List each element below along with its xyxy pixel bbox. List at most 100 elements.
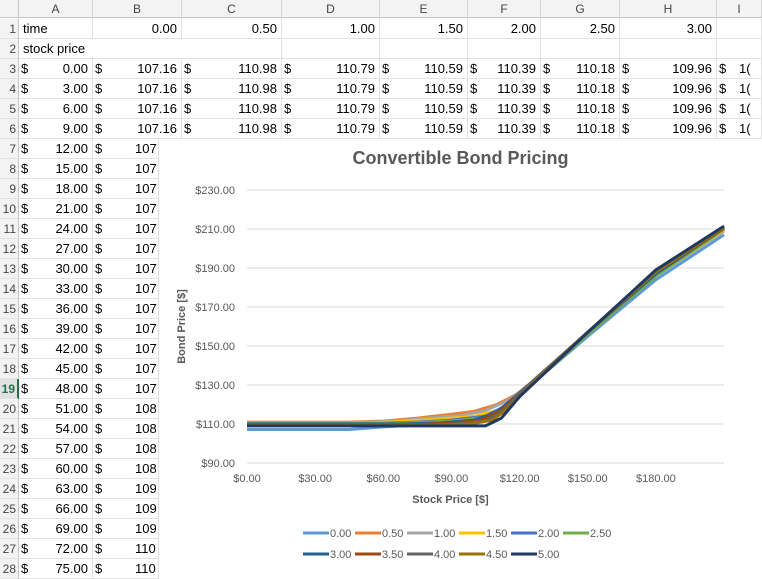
cell-bond-price[interactable]: $109.96 [620,59,717,79]
cell-stock-price[interactable]: $30.00 [19,259,93,279]
cell-empty[interactable] [380,39,468,59]
row-header-19[interactable]: 19 [0,379,19,399]
row-header-13[interactable]: 13 [0,259,19,279]
cell-bond-price[interactable]: $110.39 [468,99,541,119]
cell-bond-price-partial[interactable]: $1( [717,119,762,139]
cell-a2[interactable]: stock price [19,39,189,59]
cell-empty[interactable] [468,39,541,59]
cell-empty[interactable] [541,39,620,59]
cell-time-6[interactable]: 3.00 [620,19,717,39]
cell-bond-price[interactable]: $109 [93,499,159,519]
cell-bond-price[interactable]: $107 [93,179,159,199]
row-header-28[interactable]: 28 [0,559,19,579]
column-header-f[interactable]: F [468,0,541,18]
cell-stock-price[interactable]: $63.00 [19,479,93,499]
cell-bond-price[interactable]: $110.39 [468,59,541,79]
row-header-7[interactable]: 7 [0,139,19,159]
cell-bond-price[interactable]: $110.79 [282,59,380,79]
row-header-18[interactable]: 18 [0,359,19,379]
row-header-2[interactable]: 2 [0,39,19,59]
cell-stock-price[interactable]: $36.00 [19,299,93,319]
cell-bond-price[interactable]: $110.59 [380,59,468,79]
row-header-12[interactable]: 12 [0,239,19,259]
row-header-10[interactable]: 10 [0,199,19,219]
cell-bond-price[interactable]: $110.39 [468,79,541,99]
cell-stock-price[interactable]: $6.00 [19,99,93,119]
cell-bond-price[interactable]: $110.18 [541,59,620,79]
cell-stock-price[interactable]: $12.00 [19,139,93,159]
cell-stock-price[interactable]: $15.00 [19,159,93,179]
cell-empty[interactable] [282,39,380,59]
cell-bond-price-partial[interactable]: $1( [717,99,762,119]
cell-stock-price[interactable]: $33.00 [19,279,93,299]
cell-bond-price[interactable]: $110 [93,539,159,559]
cell-stock-price[interactable]: $45.00 [19,359,93,379]
cell-bond-price[interactable]: $110.98 [182,119,282,139]
cell-time-4[interactable]: 2.00 [468,19,541,39]
cell-bond-price[interactable]: $110.98 [182,79,282,99]
cell-stock-price[interactable]: $48.00 [19,379,93,399]
row-header-11[interactable]: 11 [0,219,19,239]
row-header-23[interactable]: 23 [0,459,19,479]
cell-time-1[interactable]: 0.50 [182,19,282,39]
cell-stock-price[interactable]: $21.00 [19,199,93,219]
cell-bond-price[interactable]: $110.18 [541,79,620,99]
cell-stock-price[interactable]: $72.00 [19,539,93,559]
row-header-24[interactable]: 24 [0,479,19,499]
cell-bond-price[interactable]: $110.18 [541,99,620,119]
select-all-corner[interactable] [0,0,19,18]
cell-bond-price[interactable]: $107 [93,159,159,179]
cell-bond-price-partial[interactable]: $1( [717,79,762,99]
cell-bond-price[interactable]: $110.39 [468,119,541,139]
cell-bond-price[interactable]: $108 [93,459,159,479]
cell-bond-price[interactable]: $110.79 [282,99,380,119]
cell-bond-price[interactable]: $109.96 [620,99,717,119]
cell-bond-price[interactable]: $110.59 [380,79,468,99]
cell-stock-price[interactable]: $42.00 [19,339,93,359]
cell-bond-price[interactable]: $110.79 [282,79,380,99]
cell-bond-price[interactable]: $110.59 [380,119,468,139]
cell-i1[interactable] [717,19,762,39]
cell-stock-price[interactable]: $51.00 [19,399,93,419]
cell-bond-price[interactable]: $107.16 [93,99,182,119]
cell-stock-price[interactable]: $69.00 [19,519,93,539]
cell-bond-price[interactable]: $110.98 [182,59,282,79]
cell-bond-price[interactable]: $107 [93,139,159,159]
column-header-i[interactable]: I [717,0,762,18]
cell-stock-price[interactable]: $54.00 [19,419,93,439]
cell-stock-price[interactable]: $60.00 [19,459,93,479]
cell-stock-price[interactable]: $3.00 [19,79,93,99]
column-header-h[interactable]: H [620,0,717,18]
chart[interactable]: Convertible Bond Pricing $90.00 $110.00 $1… [159,140,762,572]
row-header-17[interactable]: 17 [0,339,19,359]
column-header-e[interactable]: E [380,0,468,18]
cell-stock-price[interactable]: $9.00 [19,119,93,139]
row-header-9[interactable]: 9 [0,179,19,199]
cell-bond-price[interactable]: $107 [93,359,159,379]
cell-bond-price[interactable]: $110.98 [182,99,282,119]
row-header-22[interactable]: 22 [0,439,19,459]
row-header-21[interactable]: 21 [0,419,19,439]
cell-bond-price[interactable]: $107 [93,279,159,299]
cell-bond-price[interactable]: $107.16 [93,59,182,79]
cell-stock-price[interactable]: $18.00 [19,179,93,199]
cell-stock-price[interactable]: $57.00 [19,439,93,459]
row-header-25[interactable]: 25 [0,499,19,519]
cell-stock-price[interactable]: $24.00 [19,219,93,239]
column-header-c[interactable]: C [182,0,282,18]
cell-bond-price[interactable]: $110.79 [282,119,380,139]
cell-empty[interactable] [182,39,282,59]
cell-stock-price[interactable]: $66.00 [19,499,93,519]
cell-stock-price[interactable]: $0.00 [19,59,93,79]
cell-bond-price[interactable]: $107 [93,259,159,279]
cell-bond-price[interactable]: $109.96 [620,79,717,99]
row-header-20[interactable]: 20 [0,399,19,419]
row-header-8[interactable]: 8 [0,159,19,179]
row-header-3[interactable]: 3 [0,59,19,79]
cell-bond-price[interactable]: $107 [93,299,159,319]
cell-bond-price[interactable]: $107 [93,199,159,219]
row-header-1[interactable]: 1 [0,19,19,39]
column-header-a[interactable]: A [19,0,93,18]
cell-bond-price-partial[interactable]: $1( [717,59,762,79]
row-header-27[interactable]: 27 [0,539,19,559]
